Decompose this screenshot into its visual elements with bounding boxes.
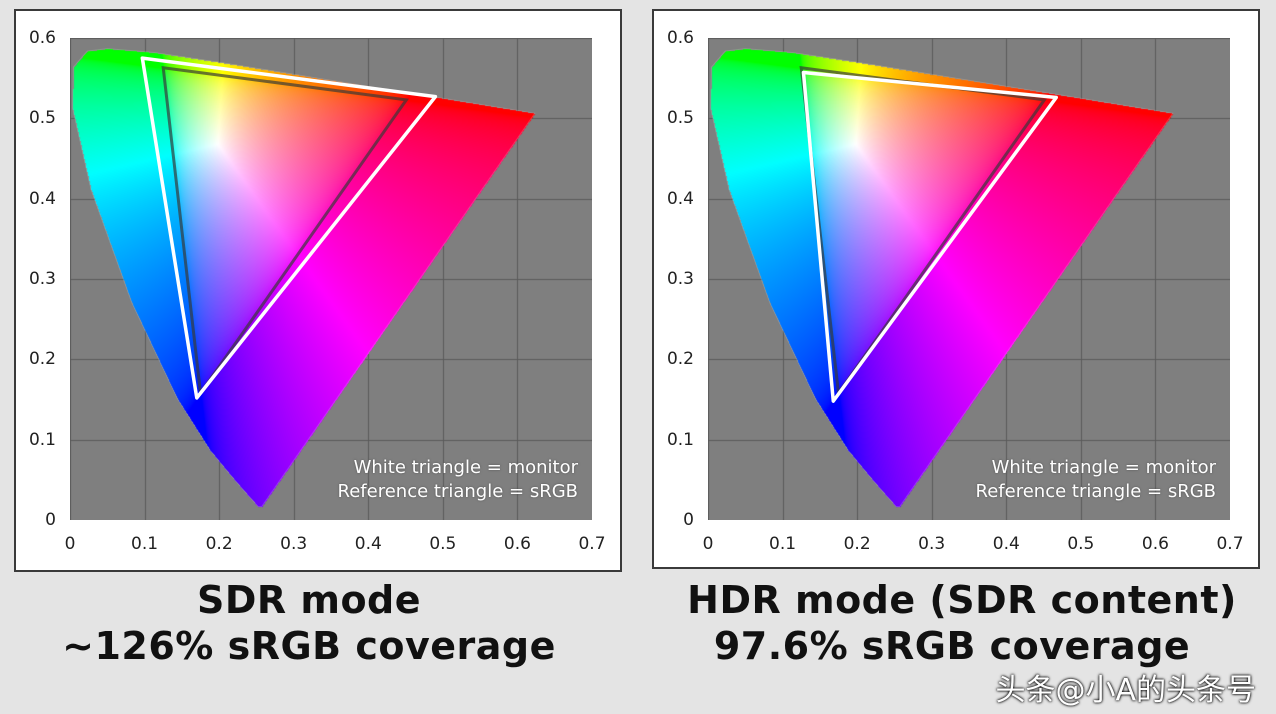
srgb-reference-triangle [799, 65, 1047, 398]
x-tick-label: 0.6 [1141, 534, 1169, 554]
x-tick-label: 0.6 [503, 534, 531, 554]
gamut-overlay [72, 48, 536, 508]
spectral-locus [72, 48, 536, 508]
sdr-chart-panel: 0 0.1 0.2 0.3 0.4 0.5 0.6 0.7 0 0.1 0.2 0.3 0.4 0.5 0.… [14, 9, 622, 572]
y-tick-label: 0.5 [28, 108, 56, 129]
x-tick-label: 0.2 [843, 534, 871, 554]
srgb-reference-triangle [161, 65, 409, 398]
legend-entry: White triangle = monitor [991, 457, 1216, 478]
y-tick-label: 0.2 [666, 349, 694, 370]
y-tick-label: 0.4 [666, 188, 694, 209]
x-tick-label: 0.1 [131, 534, 159, 554]
sdr-plot-area: 0 0.1 0.2 0.3 0.4 0.5 0.6 0.7 0 0.1 0.2 0.3 0.4 0.5 0.… [29, 28, 606, 554]
y-tick-label: 0 [45, 510, 56, 530]
y-tick-label: 0.5 [666, 108, 694, 129]
y-tick-label: 0.6 [666, 28, 694, 48]
legend: White triangle = monitor Reference triang… [976, 456, 1216, 504]
legend-entry: White triangle = monitor [353, 457, 578, 478]
x-tick-label: 0 [702, 534, 714, 554]
y-tick-label: 0.2 [28, 349, 56, 370]
x-tick-label: 0.5 [429, 534, 457, 554]
y-tick-label: 0.3 [28, 269, 56, 289]
x-tick-label: 0.7 [1216, 534, 1244, 554]
monitor-triangle [801, 70, 1058, 403]
y-tick-label: 0.1 [28, 429, 56, 450]
hdr-plot-area: 0 0.1 0.2 0.3 0.4 0.5 0.6 0.7 0 0.1 0.2 0.3 0.4 0.5 0.… [667, 28, 1244, 554]
y-tick-label: 0.6 [28, 28, 56, 48]
legend-entry: Reference triangle = sRGB [975, 481, 1216, 502]
legend-entry: Reference triangle = sRGB [337, 481, 578, 502]
y-tick-label: 0 [683, 510, 694, 530]
gamut-overlay [710, 48, 1174, 508]
legend: White triangle = monitor Reference triang… [338, 456, 578, 504]
hdr-caption-title: HDR mode (SDR content) [687, 578, 1237, 622]
x-tick-label: 0.7 [578, 534, 606, 554]
y-tick-label: 0.4 [28, 188, 56, 209]
monitor-triangle [140, 56, 438, 400]
hdr-chart-panel: 0 0.1 0.2 0.3 0.4 0.5 0.6 0.7 0 0.1 0.2 0.3 0.4 0.5 0.… [652, 9, 1260, 569]
x-tick-label: 0.1 [769, 534, 797, 554]
x-tick-label: 0.4 [354, 534, 382, 554]
y-tick-label: 0.1 [666, 429, 694, 450]
watermark: 头条@小A的头条号 [995, 673, 1256, 708]
sdr-caption-title: SDR mode [196, 578, 422, 622]
y-tick-label: 0.3 [666, 269, 694, 289]
x-tick-label: 0.5 [1067, 534, 1095, 554]
x-tick-label: 0.4 [992, 534, 1020, 554]
hdr-caption-coverage: 97.6% sRGB coverage [713, 624, 1191, 668]
spectral-locus [710, 48, 1174, 508]
x-tick-label: 0 [64, 534, 76, 554]
x-tick-label: 0.3 [280, 534, 308, 554]
gamut-fill-canvas [708, 38, 1230, 520]
x-tick-label: 0.3 [918, 534, 946, 554]
gamut-fill-canvas [70, 38, 592, 520]
x-tick-label: 0.2 [205, 534, 233, 554]
sdr-caption-coverage: ~126% sRGB coverage [62, 624, 556, 668]
